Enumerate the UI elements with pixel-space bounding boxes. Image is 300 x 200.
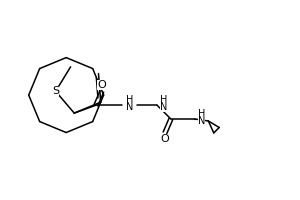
Text: H: H <box>126 95 133 105</box>
Text: H: H <box>160 95 168 105</box>
Text: N: N <box>198 116 205 126</box>
Text: N: N <box>126 102 133 112</box>
Text: N: N <box>160 102 168 112</box>
Text: O: O <box>98 80 106 90</box>
Text: H: H <box>198 109 205 119</box>
Text: O: O <box>160 134 169 144</box>
Text: S: S <box>52 86 59 96</box>
